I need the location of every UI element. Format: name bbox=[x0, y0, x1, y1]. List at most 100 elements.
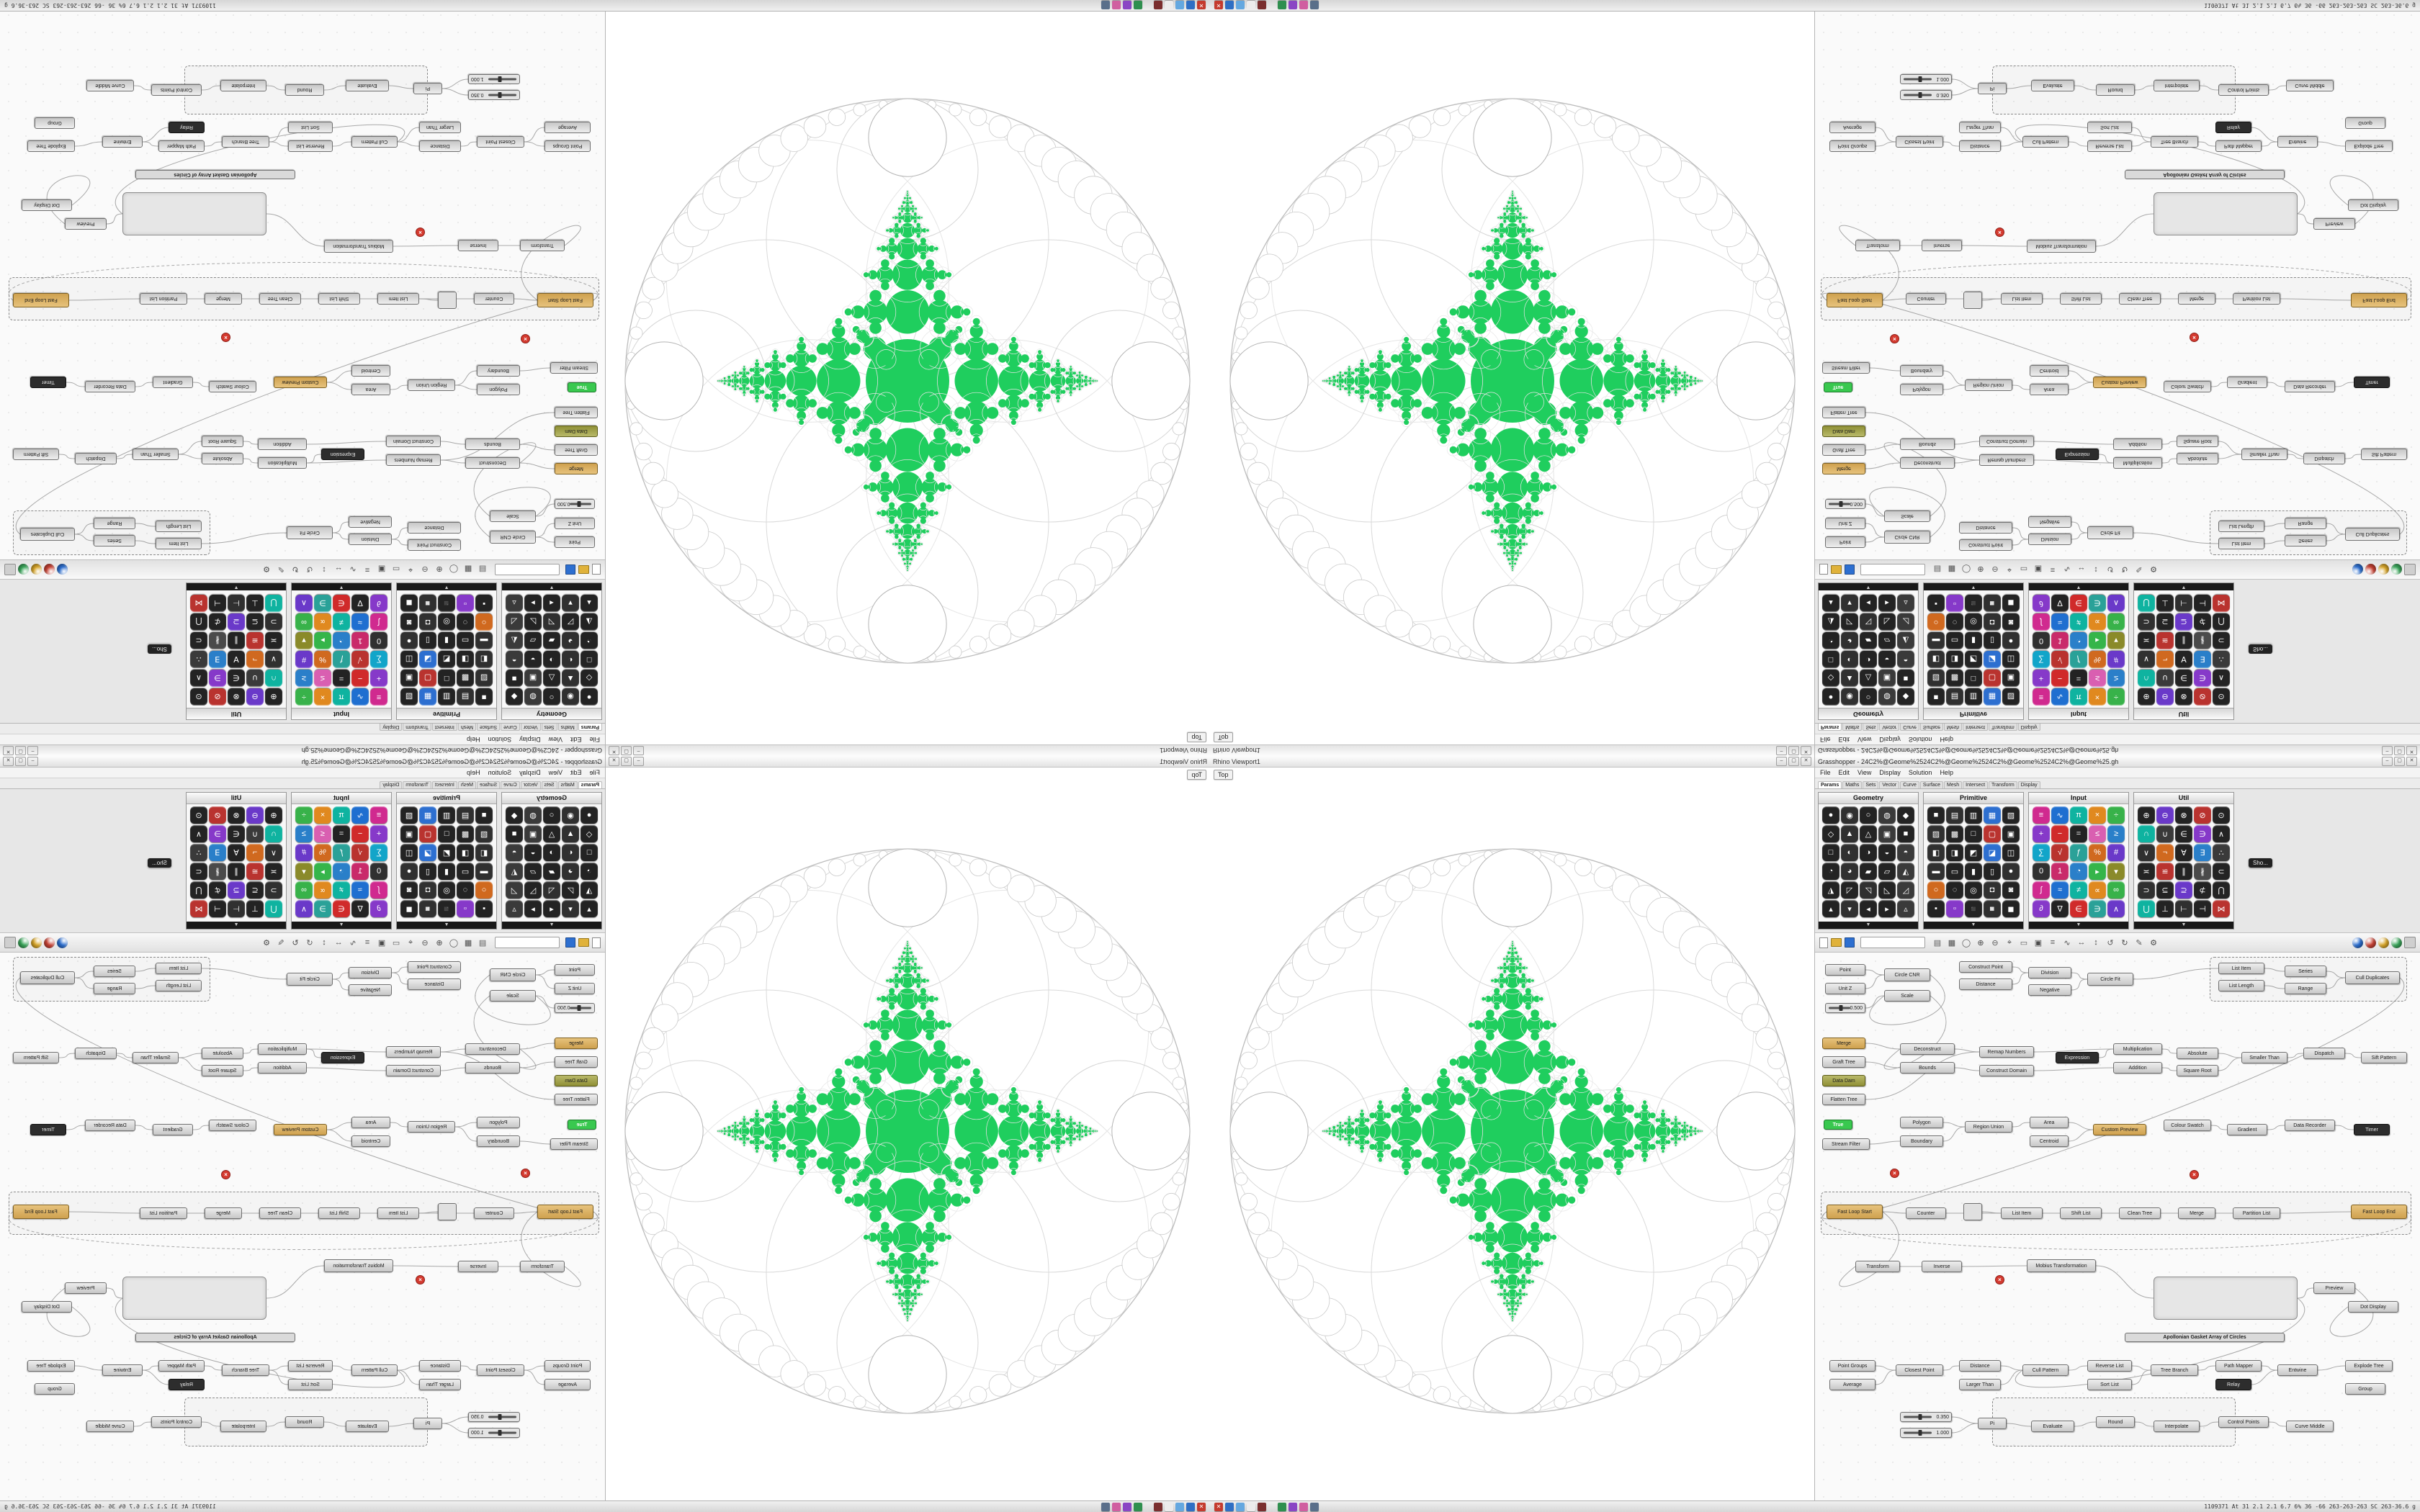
menu-solution[interactable]: Solution bbox=[488, 769, 512, 776]
gh-node-centroid[interactable]: Centroid bbox=[2030, 365, 2069, 377]
palette-icon[interactable]: ▲ bbox=[562, 825, 579, 842]
gh-node-interpolate[interactable]: Interpolate bbox=[2154, 80, 2200, 91]
palette-icon[interactable]: ∝ bbox=[314, 613, 331, 631]
gh-node-list-item[interactable]: List Item bbox=[377, 293, 419, 305]
palette-icon[interactable]: ◔ bbox=[581, 632, 598, 649]
app-green-icon[interactable] bbox=[1134, 1, 1142, 10]
close-button[interactable]: ✕ bbox=[2406, 757, 2417, 766]
menu-edit[interactable]: Edit bbox=[1838, 736, 1850, 743]
palette-icon[interactable]: ◕ bbox=[562, 632, 579, 649]
curve-icon[interactable]: ∿ bbox=[349, 564, 357, 574]
gh-node-true[interactable]: True bbox=[568, 382, 596, 392]
palette-icon[interactable]: ◆ bbox=[506, 688, 523, 706]
gh-node-relay[interactable]: Relay bbox=[2215, 122, 2251, 133]
gh-node-circle-cnr[interactable]: Circle CNR bbox=[490, 531, 536, 544]
maximize-button[interactable]: ▢ bbox=[2394, 757, 2405, 766]
menu-view[interactable]: View bbox=[548, 736, 563, 743]
save-document-icon[interactable] bbox=[565, 937, 575, 948]
gh-node-fast-loop-start[interactable]: Fast Loop Start bbox=[1827, 1205, 1883, 1219]
gh-node-range[interactable]: Range bbox=[94, 983, 135, 994]
palette-icon[interactable]: ◿ bbox=[506, 881, 523, 899]
palette-icon[interactable]: ⋂ bbox=[2213, 613, 2230, 631]
palette-icon[interactable]: ◒ bbox=[524, 651, 542, 668]
gh-node-cull-duplicates[interactable]: Cull Duplicates bbox=[2345, 971, 2400, 984]
palette-icon[interactable]: ◙ bbox=[400, 881, 418, 899]
gh-node[interactable] bbox=[2154, 192, 2298, 235]
palette-icon[interactable]: 0 bbox=[2033, 863, 2050, 880]
gh-node-addition[interactable]: Addition bbox=[258, 438, 307, 450]
palette-icon[interactable]: ⊘ bbox=[209, 806, 226, 824]
gh-node-centroid[interactable]: Centroid bbox=[351, 1135, 390, 1147]
palette-icon[interactable]: ◧ bbox=[1927, 844, 1945, 861]
app-red-icon[interactable]: ✕ bbox=[1214, 1, 1223, 10]
gh-node-point-groups[interactable]: Point Groups bbox=[544, 1360, 591, 1372]
frame-icon[interactable]: ▭ bbox=[392, 938, 400, 948]
palette-icon[interactable]: ⋃ bbox=[265, 595, 282, 612]
gh-node-relay[interactable]: Relay bbox=[2215, 1379, 2251, 1390]
gh-node-list-item[interactable]: List Item bbox=[2218, 963, 2264, 974]
gh-node-flatten-tree[interactable]: Flatten Tree bbox=[555, 407, 598, 418]
palette-icon[interactable]: ▾ bbox=[295, 632, 313, 649]
palette-icon[interactable]: ⊆ bbox=[246, 613, 264, 631]
palette-icon[interactable]: ○ bbox=[543, 806, 560, 824]
palette-icon[interactable]: ⊇ bbox=[228, 613, 245, 631]
palette-icon[interactable]: ◌ bbox=[1946, 613, 1963, 631]
maximize-button[interactable]: ▢ bbox=[1788, 746, 1799, 755]
palette-icon[interactable]: ○ bbox=[1927, 881, 1945, 899]
gh-node-region-union[interactable]: Region Union bbox=[408, 1121, 455, 1133]
palette-icon[interactable]: ◸ bbox=[1841, 881, 1858, 899]
palette-icon[interactable]: ≠ bbox=[2070, 613, 2087, 631]
palette-icon[interactable]: ∧ bbox=[2107, 900, 2125, 917]
palette-icon[interactable]: ⊄ bbox=[209, 613, 226, 631]
palette-icon[interactable]: ◐ bbox=[562, 844, 579, 861]
palette-icon[interactable]: 0 bbox=[370, 863, 387, 880]
palette-icon[interactable]: ▨ bbox=[1927, 670, 1945, 687]
palette-icon[interactable]: ≤ bbox=[314, 825, 331, 842]
palette-icon[interactable]: ≥ bbox=[2107, 825, 2125, 842]
palette-icon[interactable]: ▮ bbox=[438, 863, 455, 880]
menu-display[interactable]: Display bbox=[1879, 769, 1901, 776]
gh-node-custom-preview[interactable]: Custom Preview bbox=[274, 1124, 327, 1135]
menu-solution[interactable]: Solution bbox=[1908, 769, 1932, 776]
palette-icon[interactable]: ⋃ bbox=[2138, 595, 2155, 612]
palette-icon[interactable]: ⊄ bbox=[2194, 881, 2211, 899]
palette-more-bar[interactable]: ▼ bbox=[1819, 583, 1918, 590]
palette-icon[interactable]: ◭ bbox=[1897, 632, 1914, 649]
palette-more-bar[interactable]: ▼ bbox=[502, 583, 601, 590]
palette-icon[interactable]: ∿ bbox=[351, 806, 369, 824]
palette-icon[interactable]: ◾ bbox=[1965, 900, 1982, 917]
palette-icon[interactable]: √ bbox=[2051, 844, 2069, 861]
palette-panel-header[interactable]: Primitive bbox=[1924, 793, 2023, 804]
palette-icon[interactable]: ▣ bbox=[524, 670, 542, 687]
gh-node-dispatch[interactable]: Dispatch bbox=[75, 453, 117, 464]
palette-icon[interactable]: ▾ bbox=[562, 900, 579, 917]
palette-icon[interactable]: ▭ bbox=[457, 863, 474, 880]
gh-node-multiplication[interactable]: Multiplication bbox=[2113, 457, 2162, 469]
menu-file[interactable]: File bbox=[1820, 736, 1831, 743]
palette-icon[interactable]: ∿ bbox=[351, 688, 369, 706]
gh-node-point-groups[interactable]: Point Groups bbox=[1829, 140, 1876, 152]
palette-icon[interactable]: ⊖ bbox=[246, 688, 264, 706]
palette-icon[interactable]: ≈ bbox=[351, 613, 369, 631]
gh-node-graft-tree[interactable]: Graft Tree bbox=[1822, 444, 1865, 456]
palette-more-bar[interactable]: ▼ bbox=[292, 583, 391, 590]
app-green-icon[interactable] bbox=[1134, 1502, 1142, 1511]
gh-node-scale[interactable]: Scale bbox=[490, 990, 536, 1002]
gh-node-data-recorder[interactable]: Data Recorder bbox=[2285, 1120, 2335, 1131]
menu-solution[interactable]: Solution bbox=[488, 736, 512, 743]
gh-node-control-points[interactable]: Control Points bbox=[151, 1416, 202, 1428]
gh-node-absolute[interactable]: Absolute bbox=[2177, 1048, 2218, 1059]
palette-icon[interactable]: − bbox=[351, 825, 369, 842]
palette-icon[interactable]: ◸ bbox=[1841, 613, 1858, 631]
palette-icon[interactable]: ◂ bbox=[1860, 595, 1877, 612]
gh-node-gradient[interactable]: Gradient bbox=[2227, 1124, 2267, 1135]
close-button[interactable]: ✕ bbox=[1801, 757, 1811, 766]
viewport-tab-top[interactable]: Top bbox=[1187, 770, 1206, 780]
palette-icon[interactable]: ▱ bbox=[524, 863, 542, 880]
zoom-in-icon[interactable]: ⊕ bbox=[1977, 564, 1984, 574]
palette-more-bar[interactable]: ▼ bbox=[2029, 583, 2128, 590]
app-blue-icon[interactable] bbox=[1225, 1, 1234, 10]
palette-icon[interactable]: ◼ bbox=[400, 900, 418, 917]
close-button[interactable]: ✕ bbox=[609, 746, 619, 755]
undo-icon[interactable]: ↺ bbox=[2107, 938, 2114, 948]
